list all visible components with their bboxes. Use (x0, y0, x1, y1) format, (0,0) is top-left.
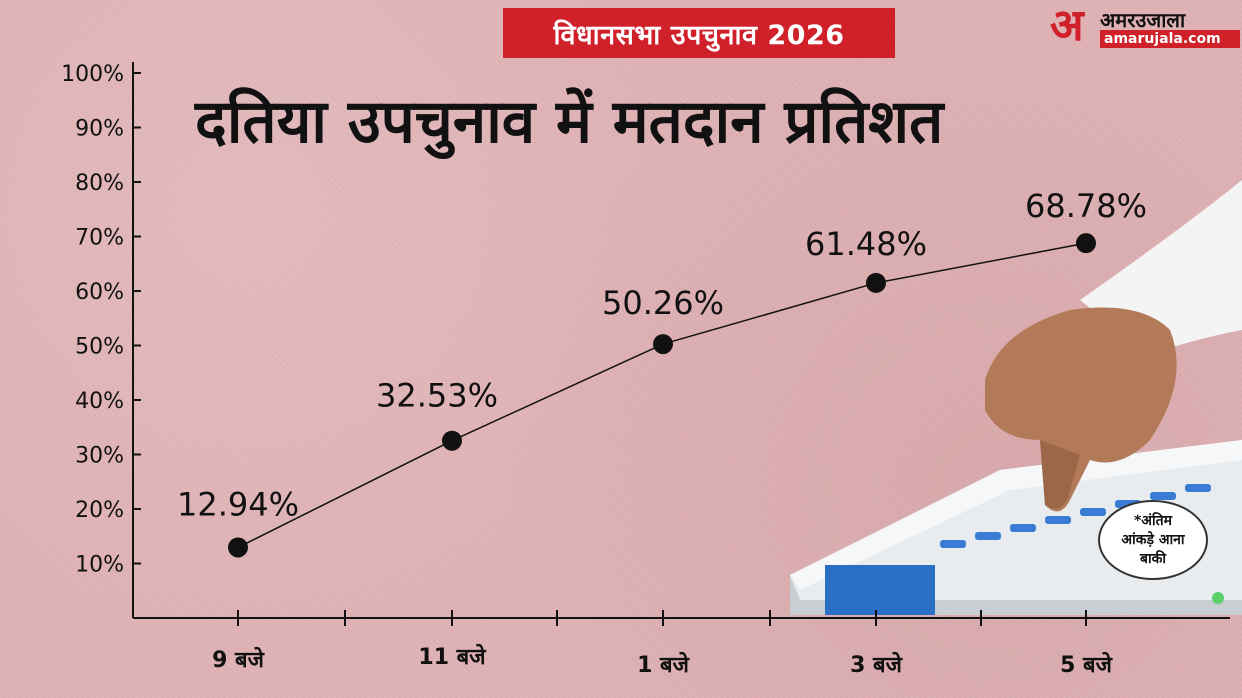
data-point (228, 537, 248, 558)
evm-hand-illustration (790, 180, 1242, 615)
data-markers (228, 233, 1096, 558)
x-tick-label: 3 बजे (850, 651, 904, 678)
election-banner: विधानसभा उपचुनाव 2026 (503, 8, 895, 58)
y-tick-label: 90% (75, 117, 124, 142)
x-ticks: 9 बजे 11 बजे 1 बजे 3 बजे 5 बजे (212, 610, 1114, 678)
data-label: 12.94% (177, 485, 299, 523)
y-tick-label: 100% (61, 62, 124, 87)
data-labels: 12.94% 32.53% 50.26% 61.48% 68.78% (177, 187, 1147, 523)
data-label: 61.48% (805, 225, 927, 263)
logo-name: अमरउजाला (1100, 8, 1186, 32)
data-label: 68.78% (1025, 187, 1147, 225)
final-figures-note: *अंतिम आंकड़े आना बाकी (1098, 500, 1208, 580)
y-tick-label: 10% (75, 553, 124, 578)
logo-url: amarujala.com (1100, 30, 1240, 48)
data-point (653, 334, 673, 355)
x-tick-label: 5 बजे (1060, 651, 1114, 678)
data-point (866, 272, 886, 293)
chart-title: दतिया उपचुनाव में मतदान प्रतिशत (195, 87, 944, 157)
x-tick-label: 11 बजे (418, 643, 487, 670)
y-tick-label: 60% (75, 280, 124, 305)
x-tick-label: 9 बजे (212, 646, 266, 673)
data-label: 32.53% (376, 377, 498, 415)
data-point (442, 430, 462, 451)
y-tick-label: 30% (75, 444, 124, 469)
data-label: 50.26% (602, 284, 724, 322)
logo-mark: अ (1050, 0, 1084, 51)
amarujala-logo[interactable]: अ अमरउजाला amarujala.com (1050, 0, 1240, 51)
y-tick-label: 40% (75, 389, 124, 414)
y-tick-label: 50% (75, 335, 124, 360)
y-tick-label: 70% (75, 226, 124, 251)
y-ticks: 10% 20% 30% 40% 50% 60% 70% 80% 90% 100% (61, 62, 141, 578)
x-tick-label: 1 बजे (637, 651, 691, 678)
data-point (1076, 233, 1096, 254)
y-tick-label: 80% (75, 171, 124, 196)
y-tick-label: 20% (75, 498, 124, 523)
